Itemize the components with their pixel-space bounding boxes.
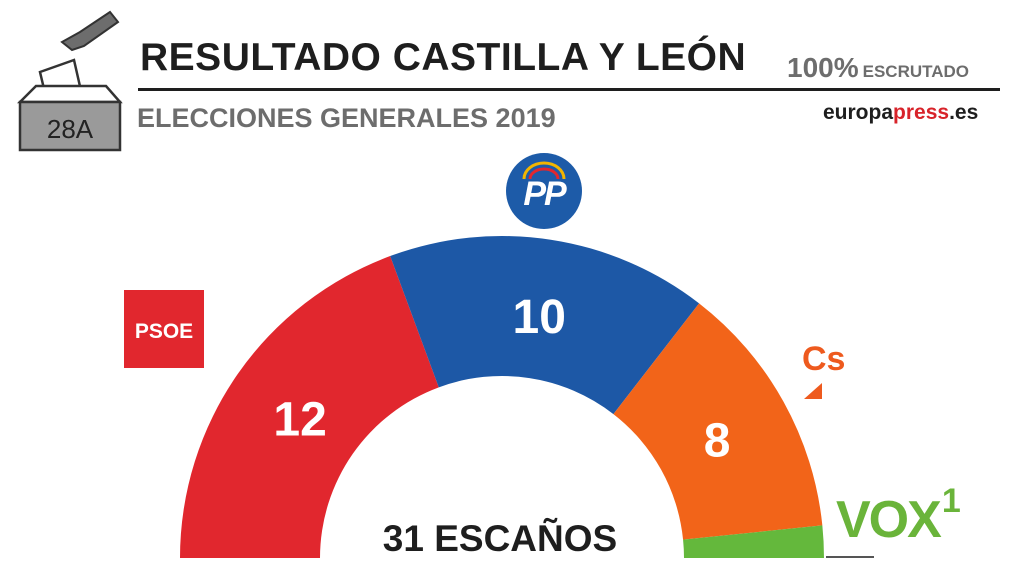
source-part-1: europa <box>823 101 894 124</box>
total-seats-label: 31 ESCAÑOS <box>382 518 618 559</box>
psoe-logo: PSOE <box>124 290 204 368</box>
scrutiny-label: ESCRUTADO <box>862 62 970 81</box>
source-part-2: press <box>893 101 950 124</box>
scrutiny-percent: 100% <box>787 52 859 83</box>
seat-segment-psoe <box>180 256 439 558</box>
ballot-box-icon: 28A <box>16 10 123 152</box>
vox-seat-count: 1 <box>941 482 961 520</box>
seat-segment-pp <box>390 235 700 415</box>
vox-logo: VOX1 <box>836 482 961 550</box>
cs-triangle-icon <box>804 383 822 399</box>
seat-label-cs: 8 <box>704 415 731 468</box>
page-title: RESULTADO CASTILLA Y LEÓN <box>140 36 747 79</box>
seat-label-pp: 10 <box>513 291 566 344</box>
pp-logo: PP <box>506 153 582 229</box>
source-part-3: .es <box>949 101 979 124</box>
title-underline <box>138 88 1000 91</box>
vox-leader-line <box>826 556 874 558</box>
seat-segment-cs <box>613 303 823 540</box>
badge-28a: 28A <box>47 114 94 144</box>
pp-gull-icon <box>522 161 566 180</box>
cs-logo: Cs <box>802 340 845 406</box>
cs-logo-text: Cs <box>802 340 846 378</box>
vox-logo-text: VOX <box>836 491 942 549</box>
seat-segment-vox <box>683 525 824 558</box>
source-credit: europapress.es <box>823 101 978 125</box>
scrutiny-status: 100% ESCRUTADO <box>787 52 969 84</box>
pp-logo-text: PP <box>523 175 566 213</box>
psoe-logo-text: PSOE <box>134 320 194 343</box>
page-subtitle: ELECCIONES GENERALES 2019 <box>137 103 556 133</box>
seat-label-psoe: 12 <box>273 393 326 446</box>
